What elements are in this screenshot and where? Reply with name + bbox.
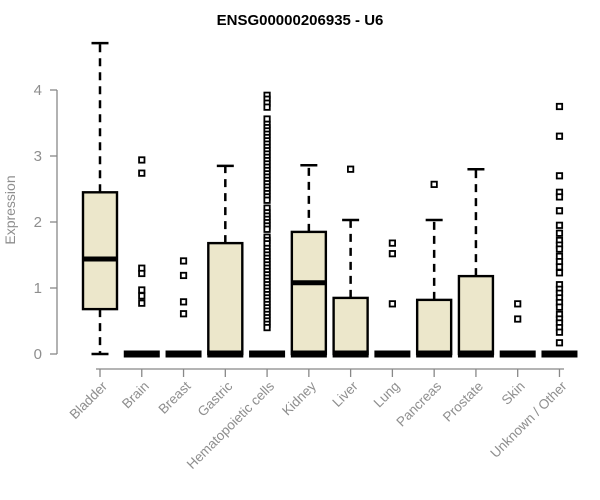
boxplot-unknown-other-outlier [555,172,564,180]
y-tick-label: 3 [34,148,42,165]
boxplot-unknown-other-outlier [555,263,564,271]
x-tick-label-pancreas: Pancreas [393,378,444,429]
boxplot-unknown-other-outlier [555,245,564,253]
boxplot-unknown-other-outlier [555,132,564,140]
boxplot-brain-zero-bar [123,350,160,358]
boxplot-gastric-zero-bar [207,350,244,358]
boxplot-unknown-other-outlier [555,102,564,111]
x-tick-label-liver: Liver [329,378,361,410]
boxplot-unknown-other-outlier [555,339,564,347]
x-tick-label-breast: Breast [155,378,193,416]
boxplot-brain-outlier [138,169,146,177]
chart-title: ENSG00000206935 - U6 [216,12,384,29]
boxplot-lung-outlier [388,300,396,308]
boxplot-pancreas-outlier [430,180,438,188]
boxplot-unknown-other-outlier [555,193,564,201]
boxplot-breast-zero-bar [165,350,202,358]
boxplot-unknown-other-zero-bar [541,350,578,358]
y-tick-label: 2 [34,214,42,231]
boxplot-liver-outlier [347,165,355,173]
x-tick-label-kidney: Kidney [279,378,319,418]
boxplot-breast-outlier [179,271,188,280]
x-tick-label-gastric: Gastric [195,378,236,419]
boxplot-brain-outlier [138,286,146,294]
boxplot-lung-zero-bar [374,350,411,358]
boxplot-brain-outlier [138,299,146,307]
boxplot-breast-outlier [179,298,188,306]
boxplot-kidney-zero-bar [290,350,327,358]
y-tick-label: 0 [34,346,42,363]
boxplot-hematopoietic-cells-outlier [263,196,271,204]
x-tick-label-bladder: Bladder [67,378,111,422]
boxplot-unknown-other-outlier [555,229,564,237]
boxplot-breast-outlier [179,310,188,318]
boxplot-prostate-box [457,274,495,356]
boxplot-unknown-other-outlier [555,269,564,277]
x-tick-label-brain: Brain [119,379,152,412]
boxplot-gastric-box [207,241,244,356]
boxplot-skin-outlier [514,315,522,323]
boxplot-hematopoietic-cells-outlier [263,225,271,233]
boxplot-liver-box [332,296,369,356]
boxplot-prostate-zero-bar [457,350,494,358]
boxplot-hematopoietic-cells-outlier [263,103,271,111]
boxplot-liver-zero-bar [332,350,369,358]
x-tick-label-lung: Lung [371,379,403,411]
boxplot-brain-outlier [138,156,146,164]
y-tick-label: 1 [34,280,42,297]
boxplot-unknown-other-outlier [555,207,564,215]
boxplot-pancreas-zero-bar [416,350,453,358]
boxplot-skin-outlier [514,300,522,308]
boxplot-lung-outlier [388,239,396,247]
boxplot-brain-outlier [138,269,146,278]
boxplot-bladder-box [81,191,119,311]
boxplot-pancreas-box [415,298,453,356]
y-tick-label: 4 [34,82,42,99]
x-tick-label-skin: Skin [499,379,528,408]
boxplot-skin-zero-bar [499,350,536,358]
boxplot-unknown-other-outlier [555,303,564,311]
boxplot-breast-outlier [179,257,188,265]
x-tick-label-prostate: Prostate [440,379,486,425]
boxplot-hematopoietic-cells-outlier [263,323,271,332]
boxplot-hematopoietic-cells-zero-bar [249,350,286,358]
boxplot-brain-outlier [138,292,146,300]
boxplot-kidney-box [290,230,328,356]
boxplot-unknown-other-outlier [555,328,564,336]
boxplot-unknown-other-outlier [555,221,564,229]
x-tick-label-unknown-other: Unknown / Other [487,378,570,461]
boxplot-lung-outlier [388,250,396,258]
